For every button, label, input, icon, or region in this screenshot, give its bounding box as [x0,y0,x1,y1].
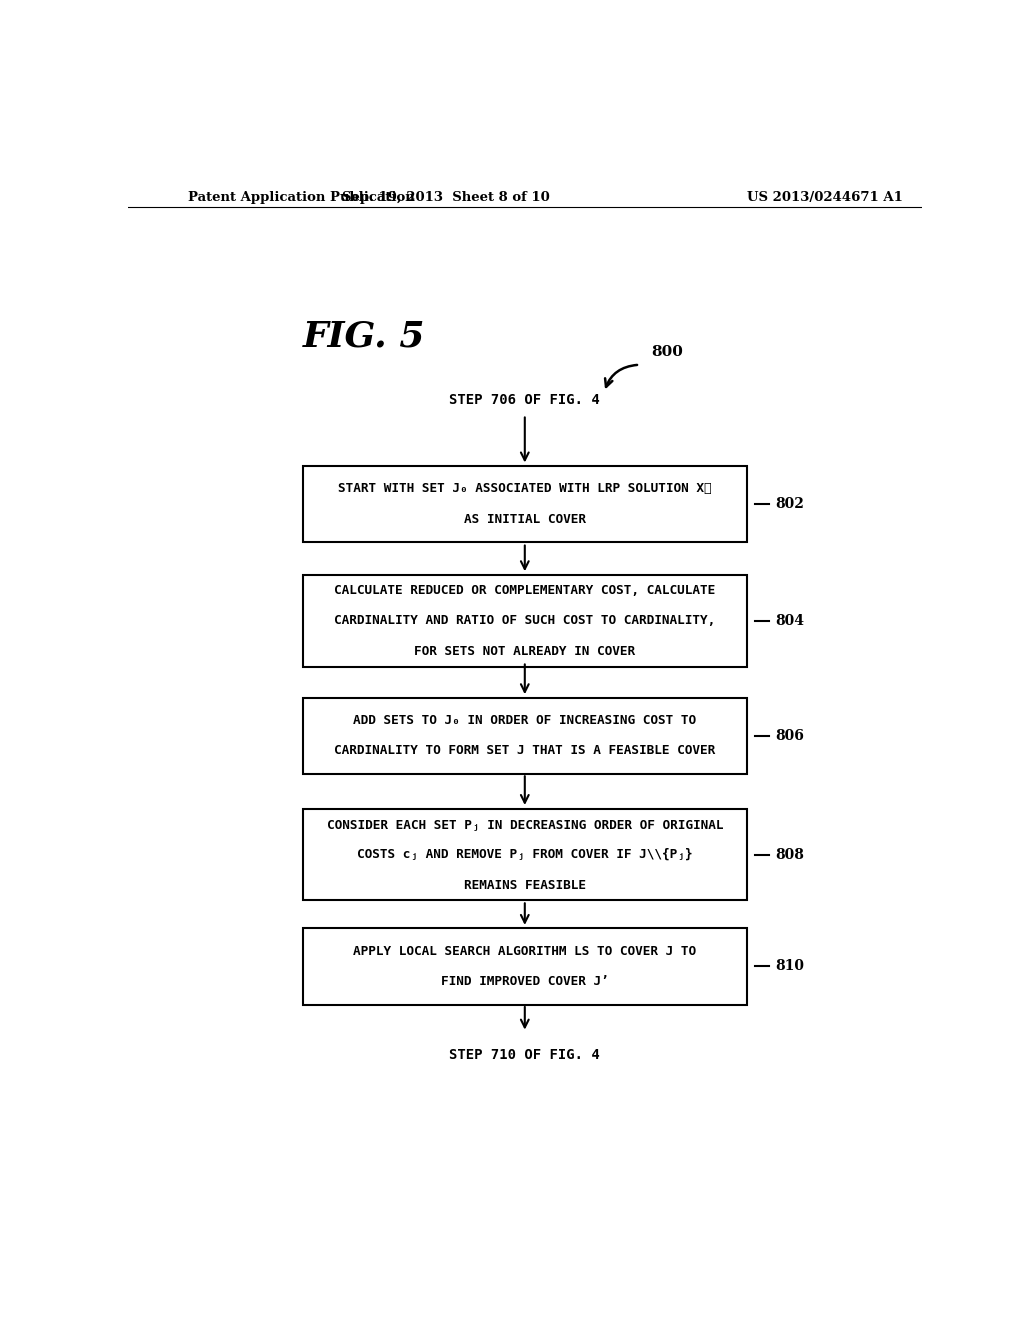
Text: US 2013/0244671 A1: US 2013/0244671 A1 [748,190,903,203]
Text: START WITH SET J₀ ASSOCIATED WITH LRP SOLUTION Xᵠ: START WITH SET J₀ ASSOCIATED WITH LRP SO… [338,482,712,495]
Text: Patent Application Publication: Patent Application Publication [187,190,415,203]
Text: CONSIDER EACH SET Pⱼ IN DECREASING ORDER OF ORIGINAL: CONSIDER EACH SET Pⱼ IN DECREASING ORDER… [327,817,723,830]
Text: CARDINALITY AND RATIO OF SUCH COST TO CARDINALITY,: CARDINALITY AND RATIO OF SUCH COST TO CA… [334,614,716,627]
Text: 808: 808 [775,847,805,862]
Text: 802: 802 [775,496,805,511]
Bar [303,576,748,667]
Text: 804: 804 [775,614,805,628]
Text: CALCULATE REDUCED OR COMPLEMENTARY COST, CALCULATE: CALCULATE REDUCED OR COMPLEMENTARY COST,… [334,583,716,597]
Text: STEP 710 OF FIG. 4: STEP 710 OF FIG. 4 [450,1048,600,1061]
Text: ADD SETS TO J₀ IN ORDER OF INCREASING COST TO: ADD SETS TO J₀ IN ORDER OF INCREASING CO… [353,714,696,727]
Text: FIG. 5: FIG. 5 [303,319,425,354]
Text: 806: 806 [775,729,805,743]
Text: 810: 810 [775,960,805,973]
Bar [303,697,748,774]
Bar [303,928,748,1005]
Text: CARDINALITY TO FORM SET J THAT IS A FEASIBLE COVER: CARDINALITY TO FORM SET J THAT IS A FEAS… [334,744,716,758]
Text: 800: 800 [651,345,684,359]
Text: AS INITIAL COVER: AS INITIAL COVER [464,512,586,525]
Text: FOR SETS NOT ALREADY IN COVER: FOR SETS NOT ALREADY IN COVER [415,645,635,657]
Text: COSTS cⱼ AND REMOVE Pⱼ FROM COVER IF J\\{Pⱼ}: COSTS cⱼ AND REMOVE Pⱼ FROM COVER IF J\\… [357,849,692,861]
Bar [303,466,748,543]
Text: FIND IMPROVED COVER J’: FIND IMPROVED COVER J’ [441,975,608,989]
Text: REMAINS FEASIBLE: REMAINS FEASIBLE [464,879,586,891]
Text: STEP 706 OF FIG. 4: STEP 706 OF FIG. 4 [450,393,600,408]
Bar [303,809,748,900]
Text: APPLY LOCAL SEARCH ALGORITHM LS TO COVER J TO: APPLY LOCAL SEARCH ALGORITHM LS TO COVER… [353,945,696,958]
Text: Sep. 19, 2013  Sheet 8 of 10: Sep. 19, 2013 Sheet 8 of 10 [342,190,549,203]
